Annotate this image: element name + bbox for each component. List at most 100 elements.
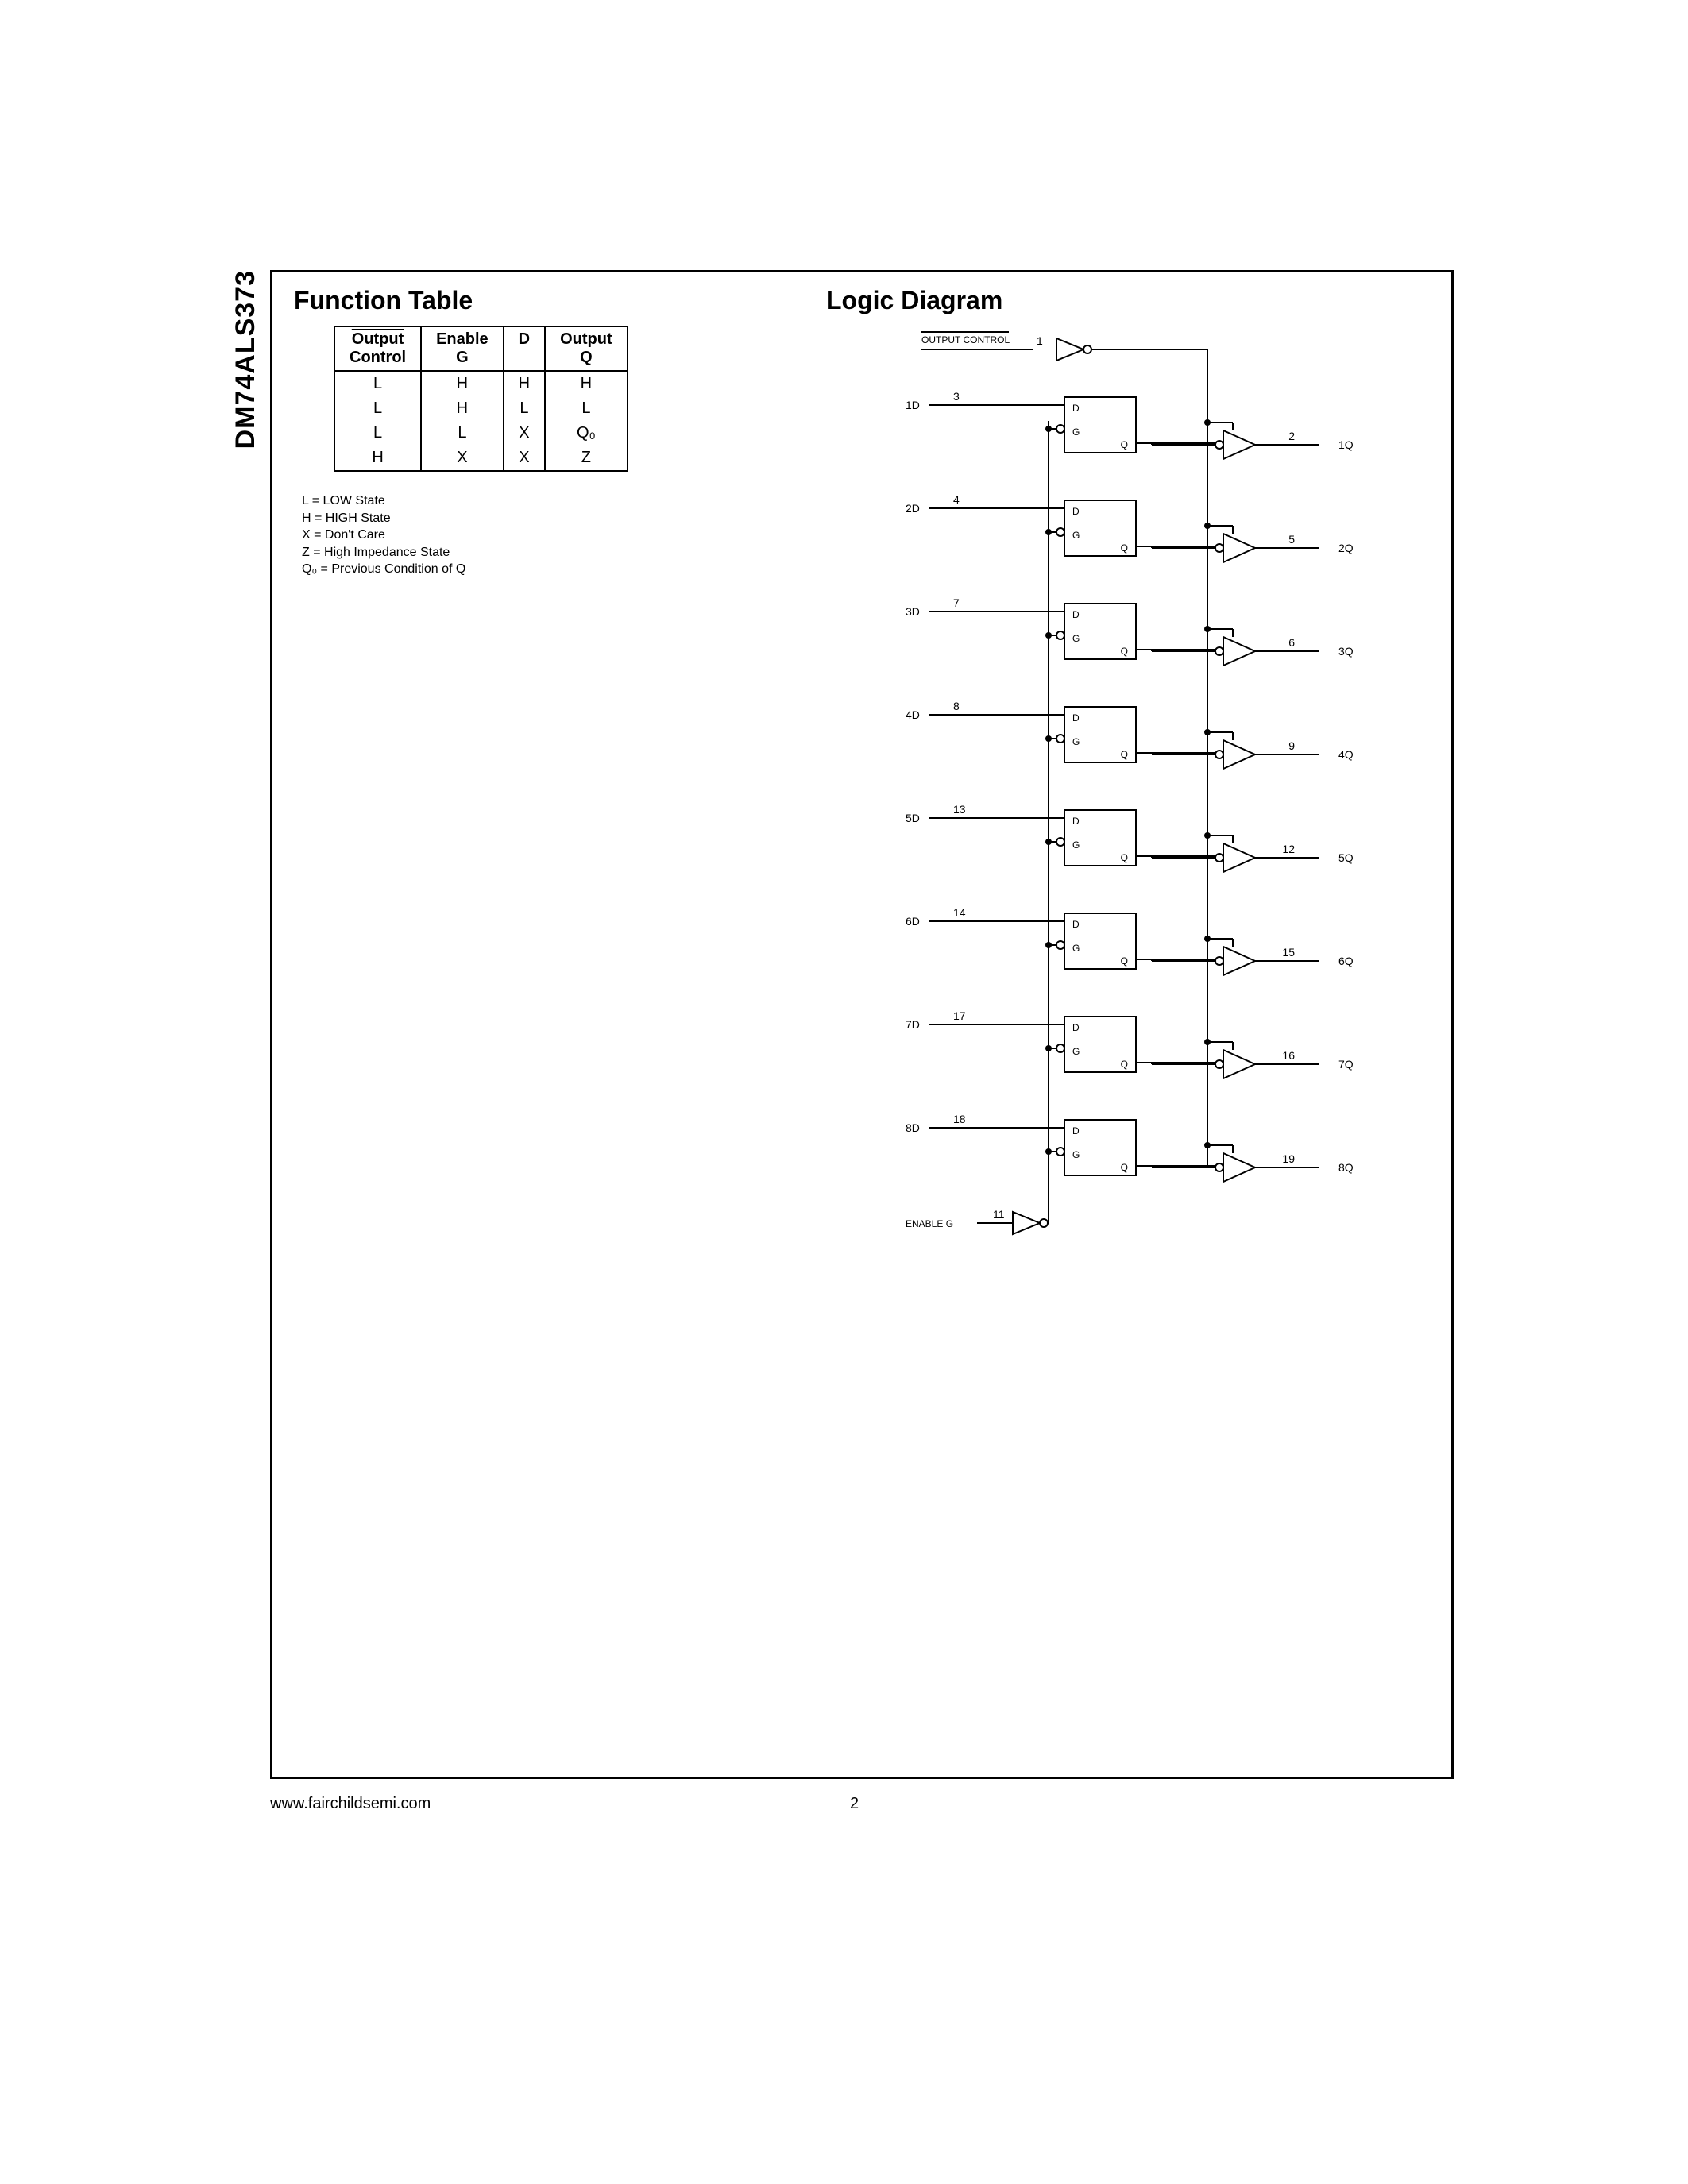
table-cell: H bbox=[421, 371, 504, 396]
svg-text:5Q: 5Q bbox=[1338, 851, 1354, 864]
svg-text:4: 4 bbox=[953, 493, 960, 506]
col-header: Enable bbox=[421, 326, 504, 349]
svg-text:3D: 3D bbox=[906, 605, 920, 618]
table-cell: X bbox=[421, 446, 504, 471]
svg-text:1D: 1D bbox=[906, 399, 920, 411]
logic-diagram-schematic: OUTPUT CONTROL1ENABLE G111D3DGQ1Q22D4DGQ… bbox=[826, 318, 1430, 1302]
table-cell: L bbox=[421, 421, 504, 446]
svg-text:G: G bbox=[1072, 1046, 1080, 1057]
svg-text:D: D bbox=[1072, 919, 1080, 930]
table-cell: L bbox=[334, 396, 421, 421]
legend-line: L = LOW State bbox=[302, 492, 465, 510]
svg-text:16: 16 bbox=[1282, 1049, 1295, 1062]
svg-text:8: 8 bbox=[953, 700, 960, 712]
svg-text:11: 11 bbox=[993, 1208, 1005, 1221]
svg-text:2Q: 2Q bbox=[1338, 542, 1354, 554]
table-row: HXXZ bbox=[334, 446, 628, 471]
svg-text:D: D bbox=[1072, 712, 1080, 723]
svg-text:ENABLE G: ENABLE G bbox=[906, 1218, 953, 1229]
svg-text:14: 14 bbox=[953, 906, 966, 919]
table-row: LLXQ₀ bbox=[334, 421, 628, 446]
table-cell: L bbox=[334, 421, 421, 446]
table-header-row: Control G Q bbox=[334, 349, 628, 371]
svg-text:G: G bbox=[1072, 426, 1080, 438]
legend-line: H = HIGH State bbox=[302, 510, 465, 527]
legend-line: X = Don't Care bbox=[302, 527, 465, 544]
svg-text:Q: Q bbox=[1121, 542, 1128, 554]
col-header: G bbox=[421, 349, 504, 371]
svg-text:G: G bbox=[1072, 633, 1080, 644]
function-table: Output Enable D Output Control G Q LHHHL… bbox=[334, 326, 628, 472]
table-cell: H bbox=[545, 371, 628, 396]
svg-text:5: 5 bbox=[1288, 533, 1295, 546]
table-cell: X bbox=[504, 421, 545, 446]
svg-text:G: G bbox=[1072, 943, 1080, 954]
svg-text:7: 7 bbox=[953, 596, 960, 609]
svg-text:1: 1 bbox=[1037, 334, 1043, 347]
svg-text:D: D bbox=[1072, 1022, 1080, 1033]
svg-text:OUTPUT CONTROL: OUTPUT CONTROL bbox=[921, 334, 1010, 345]
svg-text:8D: 8D bbox=[906, 1121, 920, 1134]
svg-text:7D: 7D bbox=[906, 1018, 920, 1031]
table-cell: H bbox=[334, 446, 421, 471]
svg-text:D: D bbox=[1072, 816, 1080, 827]
col-header bbox=[504, 349, 545, 371]
function-table-heading: Function Table bbox=[294, 286, 473, 315]
svg-text:19: 19 bbox=[1282, 1152, 1295, 1165]
footer-url: www.fairchildsemi.com bbox=[270, 1795, 431, 1813]
svg-text:Q: Q bbox=[1121, 439, 1128, 450]
svg-text:13: 13 bbox=[953, 803, 966, 816]
svg-text:8Q: 8Q bbox=[1338, 1161, 1354, 1174]
svg-text:2: 2 bbox=[1288, 430, 1295, 442]
legend-line: Q₀ = Previous Condition of Q bbox=[302, 561, 465, 578]
svg-text:3Q: 3Q bbox=[1338, 645, 1354, 658]
svg-text:12: 12 bbox=[1282, 843, 1295, 855]
col-header: Q bbox=[545, 349, 628, 371]
svg-text:3: 3 bbox=[953, 390, 960, 403]
svg-text:4Q: 4Q bbox=[1338, 748, 1354, 761]
table-cell: Z bbox=[545, 446, 628, 471]
table-cell: H bbox=[421, 396, 504, 421]
logic-diagram-heading: Logic Diagram bbox=[826, 286, 1002, 315]
table-row: LHHH bbox=[334, 371, 628, 396]
svg-text:Q: Q bbox=[1121, 749, 1128, 760]
table-cell: Q₀ bbox=[545, 421, 628, 446]
table-cell: H bbox=[504, 371, 545, 396]
table-cell: L bbox=[545, 396, 628, 421]
table-cell: L bbox=[504, 396, 545, 421]
svg-text:18: 18 bbox=[953, 1113, 966, 1125]
svg-text:Q: Q bbox=[1121, 852, 1128, 863]
svg-text:D: D bbox=[1072, 609, 1080, 620]
svg-text:5D: 5D bbox=[906, 812, 920, 824]
svg-text:6D: 6D bbox=[906, 915, 920, 928]
svg-text:7Q: 7Q bbox=[1338, 1058, 1354, 1071]
svg-text:D: D bbox=[1072, 506, 1080, 517]
col-header: Control bbox=[334, 349, 421, 371]
svg-text:6: 6 bbox=[1288, 636, 1295, 649]
col-header: Output bbox=[334, 326, 421, 349]
svg-text:G: G bbox=[1072, 839, 1080, 851]
table-legend: L = LOW StateH = HIGH StateX = Don't Car… bbox=[302, 492, 465, 578]
svg-text:1Q: 1Q bbox=[1338, 438, 1354, 451]
svg-text:D: D bbox=[1072, 1125, 1080, 1136]
table-header-row: Output Enable D Output bbox=[334, 326, 628, 349]
svg-text:D: D bbox=[1072, 403, 1080, 414]
svg-text:G: G bbox=[1072, 736, 1080, 747]
svg-text:15: 15 bbox=[1282, 946, 1295, 959]
svg-text:9: 9 bbox=[1288, 739, 1295, 752]
table-cell: L bbox=[334, 371, 421, 396]
table-cell: X bbox=[504, 446, 545, 471]
svg-text:Q: Q bbox=[1121, 1162, 1128, 1173]
svg-text:4D: 4D bbox=[906, 708, 920, 721]
part-number-label: DM74ALS373 bbox=[230, 270, 261, 449]
col-header: Output bbox=[545, 326, 628, 349]
col-header: D bbox=[504, 326, 545, 349]
svg-text:6Q: 6Q bbox=[1338, 955, 1354, 967]
svg-text:2D: 2D bbox=[906, 502, 920, 515]
svg-text:G: G bbox=[1072, 1149, 1080, 1160]
footer-page-number: 2 bbox=[850, 1795, 859, 1813]
svg-text:G: G bbox=[1072, 530, 1080, 541]
legend-line: Z = High Impedance State bbox=[302, 544, 465, 561]
svg-text:17: 17 bbox=[953, 1009, 966, 1022]
svg-text:Q: Q bbox=[1121, 955, 1128, 967]
